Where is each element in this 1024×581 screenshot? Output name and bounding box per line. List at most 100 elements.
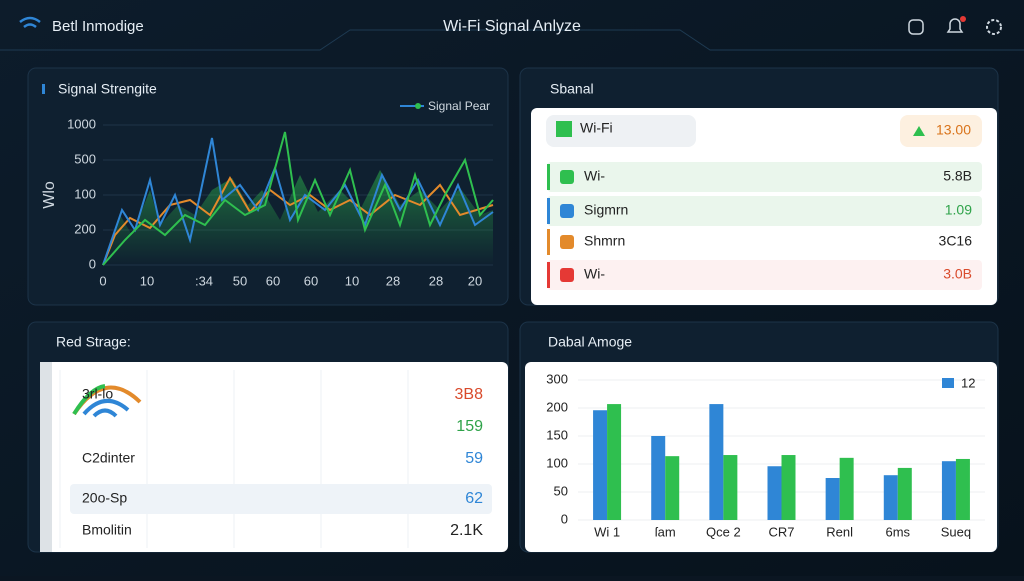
row-value: 5.8B [943, 168, 972, 184]
row-value: 2.1K [450, 522, 483, 539]
row-value: 3.0B [943, 266, 972, 282]
wifi-chip [546, 115, 696, 147]
bar [709, 404, 724, 520]
bar [897, 467, 912, 520]
x-tick-label: 60 [304, 273, 318, 288]
x-tick-label: 10 [140, 273, 154, 288]
y-tick-label: 100 [546, 455, 568, 470]
legend-label: 12 [961, 375, 975, 390]
row-label: 20o-Sp [82, 490, 127, 506]
x-tick-label: Renl [826, 524, 853, 539]
bar [781, 455, 796, 520]
row-label: Bmolitin [82, 522, 132, 538]
y-tick-label: 150 [546, 427, 568, 442]
bar [651, 436, 666, 520]
row-bg [547, 162, 982, 192]
wifi-chip-icon [556, 121, 572, 137]
bar [825, 478, 840, 520]
panel-title: Red Stragе: [56, 334, 131, 350]
row-value: 62 [465, 490, 483, 507]
row-icon [560, 170, 574, 184]
settings-button[interactable] [986, 19, 1002, 35]
y-tick-label: 200 [546, 399, 568, 414]
header-line [0, 29, 1024, 51]
row-label: Sigmrn [584, 202, 628, 218]
row-label: Shmrn [584, 233, 625, 249]
line-series [102, 175, 494, 266]
bar [955, 458, 970, 520]
notification-button[interactable] [946, 18, 964, 33]
row-icon [560, 204, 574, 218]
logo: Betl Inmodige [52, 18, 144, 35]
row-accent [547, 262, 550, 288]
row-value: 3C16 [939, 233, 973, 249]
legend-dot [415, 103, 421, 109]
line-series [102, 131, 494, 266]
legend-swatch [942, 378, 954, 388]
row-accent [547, 198, 550, 224]
x-tick-label: Qce 2 [706, 524, 741, 539]
wifi-chip-label: Wi-Fi [580, 120, 613, 136]
x-tick-label: CR7 [768, 524, 794, 539]
value-chip [900, 115, 982, 147]
notification-dot [960, 16, 966, 22]
x-tick-label: 6ms [886, 524, 911, 539]
row-label: Wi- [584, 168, 605, 184]
x-tick-label: 10 [345, 273, 359, 288]
bar [593, 410, 608, 520]
row-value: 159 [456, 418, 483, 435]
row-bg [547, 227, 982, 257]
row-icon [560, 235, 574, 249]
wifi-gauge [72, 384, 142, 418]
y-tick-label: 1000 [67, 116, 96, 131]
value-chip-text: 13.00 [936, 122, 971, 138]
y-tick-label: 500 [74, 151, 96, 166]
scrollbar[interactable] [40, 362, 52, 552]
y-axis-label: Wlo [41, 181, 58, 209]
row-accent [547, 164, 550, 190]
y-tick-label: 0 [561, 511, 568, 526]
row-icon [560, 268, 574, 282]
x-tick-label: 50 [233, 273, 247, 288]
panel-marker [42, 84, 45, 94]
row-label: Wi- [584, 266, 605, 282]
y-tick-label: 100 [74, 186, 96, 201]
row-bg [547, 260, 982, 290]
x-tick-label: Sueq [941, 524, 971, 539]
bar [607, 404, 622, 520]
panel-title: Signal Strengite [58, 81, 157, 97]
x-tick-label: :34 [195, 273, 213, 288]
bar [723, 455, 738, 520]
y-tick-label: 50 [554, 483, 568, 498]
row-label: 3rl-lo [82, 386, 113, 402]
x-tick-label: 0 [99, 273, 106, 288]
bar [839, 457, 854, 520]
shield-button[interactable] [908, 19, 924, 35]
bar [665, 456, 680, 520]
wifi-icon [19, 16, 41, 29]
y-tick-label: 200 [74, 221, 96, 236]
app-title: Wi-Fi Signal Anlyze [443, 18, 581, 35]
legend-label: Signal Pear [428, 99, 490, 113]
bar [767, 466, 782, 520]
panel-title: Dabal Amoge [548, 334, 632, 350]
panel-title: Sbanal [550, 81, 594, 97]
x-tick-label: 20 [468, 273, 482, 288]
bar-card [525, 362, 997, 552]
row-bg [547, 196, 982, 226]
bar [941, 461, 956, 520]
y-tick-label: 300 [546, 371, 568, 386]
x-tick-label: ſam [655, 524, 676, 539]
x-tick-label: Wi 1 [594, 524, 620, 539]
x-tick-label: 28 [429, 273, 443, 288]
row-value: 1.09 [945, 202, 972, 218]
x-tick-label: 28 [386, 273, 400, 288]
x-tick-label: 60 [266, 273, 280, 288]
up-arrow [913, 126, 925, 136]
row-bg [70, 484, 492, 514]
row-value: 3B8 [455, 386, 484, 403]
row-accent [547, 229, 550, 255]
row-value: 59 [465, 450, 483, 467]
row-label: C2dinter [82, 450, 135, 466]
